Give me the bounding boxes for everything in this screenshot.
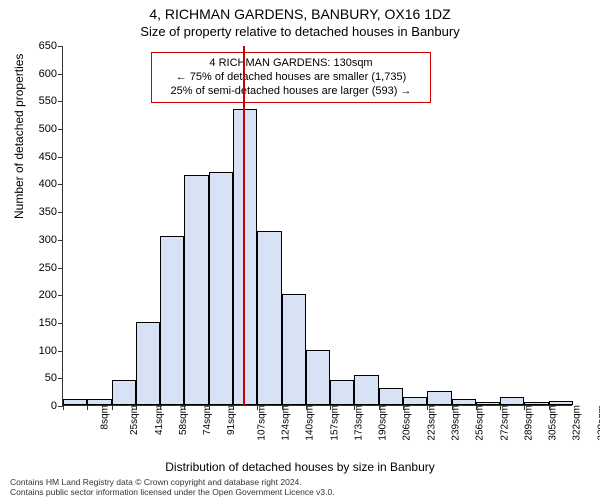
x-tick-label: 41sqm (146, 405, 165, 435)
x-tick-mark (379, 405, 380, 410)
x-tick-mark (63, 405, 64, 410)
x-tick-label: 223sqm (418, 405, 437, 441)
y-tick-mark (58, 323, 63, 324)
x-tick-mark (549, 405, 550, 410)
histogram-bar (379, 388, 403, 405)
x-tick-mark (354, 405, 355, 410)
x-tick-label: 272sqm (491, 405, 510, 441)
x-tick-mark (160, 405, 161, 410)
histogram-bar (500, 397, 524, 405)
histogram-bar (63, 399, 87, 405)
x-tick-mark (500, 405, 501, 410)
x-tick-mark (87, 405, 88, 410)
y-axis-label: Number of detached properties (12, 54, 26, 219)
footnote: Contains HM Land Registry data © Crown c… (10, 478, 335, 498)
x-tick-mark (524, 405, 525, 410)
x-tick-label: 140sqm (297, 405, 316, 441)
x-tick-label: 338sqm (588, 405, 600, 441)
x-tick-label: 25sqm (121, 405, 140, 435)
histogram-bar (112, 380, 136, 405)
histogram-bar (476, 402, 500, 405)
x-tick-mark (233, 405, 234, 410)
histogram-chart: 4, RICHMAN GARDENS, BANBURY, OX16 1DZ Si… (0, 0, 600, 500)
y-tick-mark (58, 129, 63, 130)
x-tick-mark (306, 405, 307, 410)
x-axis-label: Distribution of detached houses by size … (0, 460, 600, 474)
histogram-bar (257, 231, 281, 405)
histogram-bar (87, 399, 111, 405)
histogram-bar (549, 401, 573, 405)
histogram-bar (306, 350, 330, 405)
histogram-bar (403, 397, 427, 405)
annotation-box: 4 RICHMAN GARDENS: 130sqm ← 75% of detac… (151, 52, 431, 103)
x-tick-label: 322sqm (564, 405, 583, 441)
y-tick-mark (58, 74, 63, 75)
x-tick-mark (184, 405, 185, 410)
histogram-bar (209, 172, 233, 405)
x-tick-mark (257, 405, 258, 410)
histogram-bar (452, 399, 476, 405)
y-tick-mark (58, 268, 63, 269)
histogram-bar (282, 294, 306, 405)
x-tick-label: 305sqm (540, 405, 559, 441)
y-tick-mark (58, 157, 63, 158)
histogram-bar (524, 402, 548, 405)
x-tick-mark (209, 405, 210, 410)
histogram-bar (136, 322, 160, 405)
chart-title-sub: Size of property relative to detached ho… (0, 24, 600, 39)
y-tick-mark (58, 351, 63, 352)
histogram-bar (330, 380, 354, 405)
annotation-line-3: 25% of semi-detached houses are larger (… (160, 85, 422, 99)
x-tick-label: 91sqm (218, 405, 237, 435)
x-tick-mark (476, 405, 477, 410)
x-tick-label: 124sqm (273, 405, 292, 441)
x-tick-label: 173sqm (345, 405, 364, 441)
x-tick-mark (136, 405, 137, 410)
annotation-line-2: ← 75% of detached houses are smaller (1,… (160, 71, 422, 85)
x-tick-label: 58sqm (170, 405, 189, 435)
x-tick-mark (403, 405, 404, 410)
annotation-line-1: 4 RICHMAN GARDENS: 130sqm (160, 57, 422, 71)
histogram-bar (184, 175, 208, 405)
x-tick-label: 190sqm (370, 405, 389, 441)
x-tick-mark (452, 405, 453, 410)
y-tick-mark (58, 101, 63, 102)
x-tick-label: 289sqm (515, 405, 534, 441)
x-tick-label: 239sqm (443, 405, 462, 441)
x-tick-label: 107sqm (248, 405, 267, 441)
x-tick-label: 256sqm (467, 405, 486, 441)
histogram-bar (160, 236, 184, 405)
x-tick-label: 206sqm (394, 405, 413, 441)
x-tick-label: 74sqm (194, 405, 213, 435)
histogram-bar (427, 391, 451, 405)
chart-title-main: 4, RICHMAN GARDENS, BANBURY, OX16 1DZ (0, 6, 600, 22)
y-tick-mark (58, 46, 63, 47)
x-tick-label: 8sqm (91, 405, 110, 429)
y-tick-mark (58, 295, 63, 296)
y-tick-mark (58, 378, 63, 379)
histogram-bar (233, 109, 257, 405)
y-tick-mark (58, 184, 63, 185)
plot-area: 4 RICHMAN GARDENS: 130sqm ← 75% of detac… (62, 46, 572, 406)
x-tick-mark (330, 405, 331, 410)
footnote-line-2: Contains public sector information licen… (10, 488, 335, 498)
x-tick-mark (282, 405, 283, 410)
x-tick-label: 157sqm (321, 405, 340, 441)
marker-line (243, 46, 245, 405)
y-tick-mark (58, 240, 63, 241)
y-tick-mark (58, 212, 63, 213)
x-tick-mark (427, 405, 428, 410)
histogram-bar (354, 375, 378, 405)
x-tick-mark (112, 405, 113, 410)
